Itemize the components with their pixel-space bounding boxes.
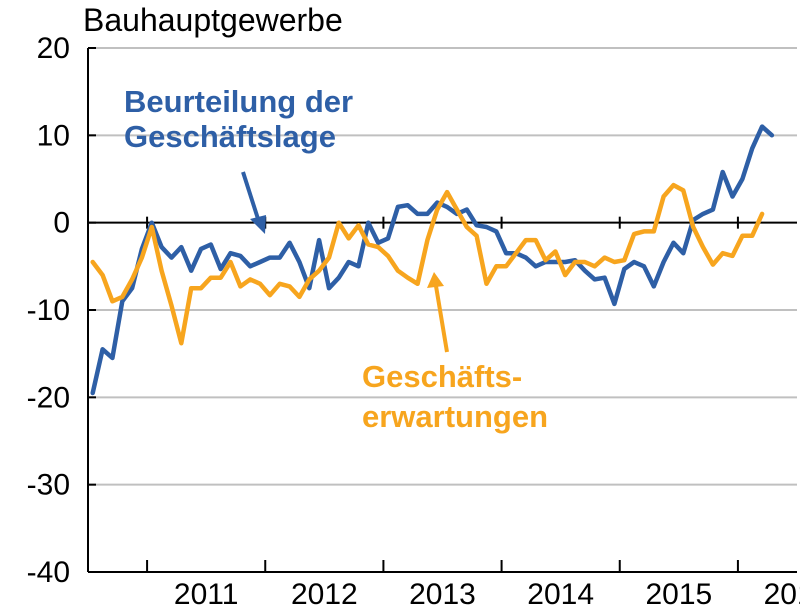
annotation-orange-line-2: erwartungen bbox=[362, 399, 548, 434]
chart-title: Bauhauptgewerbe bbox=[83, 2, 343, 38]
y-tick-label: -10 bbox=[27, 294, 70, 327]
y-tick-label: -20 bbox=[27, 381, 70, 414]
y-tick-label: 10 bbox=[37, 119, 70, 152]
annotations: Beurteilung der Geschäftslage Geschäfts-… bbox=[124, 84, 548, 434]
series-line-0 bbox=[90, 124, 775, 396]
annotation-blue: Beurteilung der Geschäftslage bbox=[124, 84, 362, 154]
annotation-blue-line-1: Beurteilung der bbox=[124, 84, 353, 119]
annotation-blue-arrow bbox=[241, 171, 266, 234]
series-lines bbox=[90, 124, 775, 396]
x-tick-label: 2016 bbox=[764, 578, 800, 610]
grid-lines bbox=[88, 47, 797, 486]
y-tick-label: 20 bbox=[37, 32, 70, 65]
x-tick-label: 2014 bbox=[527, 578, 594, 610]
annotation-orange-arrow bbox=[427, 272, 449, 353]
annotation-orange: Geschäfts- erwartungen bbox=[362, 359, 548, 434]
y-tick-label: 0 bbox=[53, 207, 70, 240]
annotation-blue-line-2: Geschäftslage bbox=[124, 119, 336, 154]
x-tick-label: 2012 bbox=[291, 578, 358, 610]
x-tick-label: 2011 bbox=[174, 578, 239, 610]
x-tick-label: 2015 bbox=[645, 578, 712, 610]
y-tick-label: -30 bbox=[27, 469, 70, 502]
axes: 20 10 0 -10 -20 -30 -40 2011 2012 2013 2014 2015 201… bbox=[27, 32, 800, 610]
series-line-1 bbox=[90, 182, 765, 346]
annotation-orange-line-1: Geschäfts- bbox=[362, 359, 522, 394]
y-tick-label: -40 bbox=[27, 556, 70, 589]
x-tick-label: 2013 bbox=[409, 578, 476, 610]
